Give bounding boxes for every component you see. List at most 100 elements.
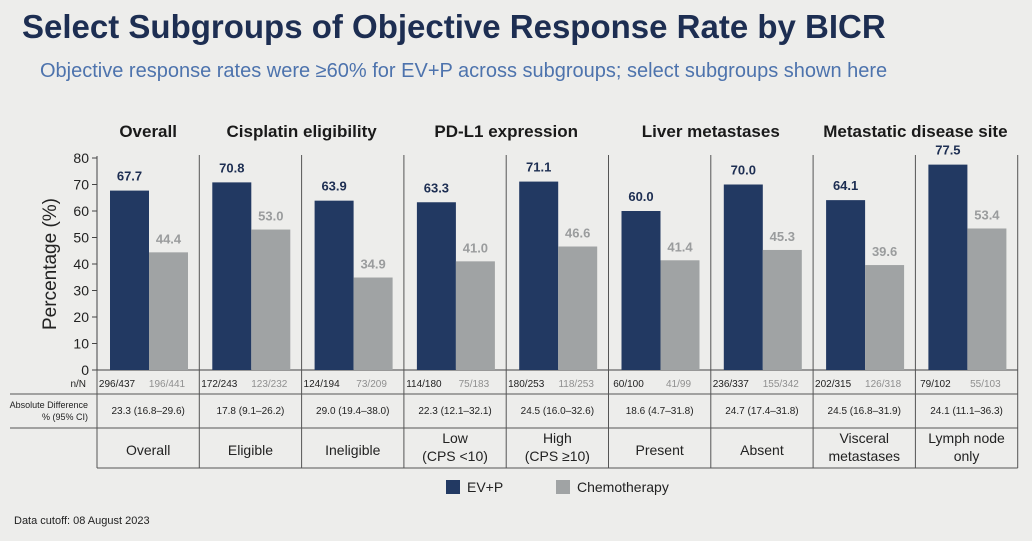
row-label-diff-line1: Absolute Difference [10,400,88,410]
category-label-0: Overall [126,442,170,458]
diff-value-8: 24.1 (11.1–36.3) [930,406,1003,417]
slide-title: Select Subgroups of Objective Response R… [22,8,886,45]
bar-label-evp-0: 67.7 [117,169,142,184]
nN-chemo-3: 75/183 [459,379,490,390]
y-tick-label-0: 0 [81,362,89,378]
group-title-4: Metastatic disease site [823,122,1007,141]
nN-evp-1: 172/243 [201,379,238,390]
y-tick-label-3: 30 [73,283,89,299]
bar-label-chemo-0: 44.4 [156,231,182,246]
bar-label-chemo-3: 41.0 [463,240,488,255]
bar-label-chemo-5: 41.4 [667,239,693,254]
bar-label-evp-4: 71.1 [526,160,551,175]
bar-evp-1 [212,182,252,370]
bar-label-evp-5: 60.0 [628,189,653,204]
y-tick-label-5: 50 [73,230,89,246]
row-label-nN: n/N [70,379,86,390]
bar-label-chemo-7: 39.6 [872,244,897,259]
nN-chemo-0: 196/441 [149,379,186,390]
nN-evp-2: 124/194 [304,379,341,390]
bar-evp-8 [928,164,968,370]
group-title-0: Overall [119,122,177,141]
y-tick-label-7: 70 [73,177,89,193]
category-label-6: Absent [740,442,784,458]
nN-chemo-2: 73/209 [356,379,387,390]
nN-chemo-4: 118/253 [558,379,594,390]
category-label-4-line2: (CPS ≥10) [525,448,590,464]
category-label-4-line1: High [543,430,572,446]
bar-chemo-2 [353,277,393,370]
nN-evp-5: 60/100 [613,379,644,390]
y-tick-label-6: 60 [73,203,89,219]
bar-chemo-7 [865,265,905,370]
bar-label-chemo-2: 34.9 [360,257,385,272]
nN-chemo-6: 155/342 [763,379,800,390]
category-label-8-line2: only [954,448,980,464]
legend-label-evp: EV+P [467,479,503,495]
data-cutoff-footnote: Data cutoff: 08 August 2023 [14,515,150,527]
bar-chemo-1 [251,229,291,370]
bar-chemo-6 [762,249,802,370]
nN-evp-0: 296/437 [99,379,136,390]
diff-value-1: 17.8 (9.1–26.2) [217,406,285,417]
row-label-diff-line2: % (95% CI) [42,412,88,422]
group-title-3: Liver metastases [642,122,780,141]
bar-chemo-5 [660,260,700,370]
nN-evp-8: 79/102 [920,379,951,390]
nN-chemo-5: 41/99 [666,379,691,390]
nN-chemo-1: 123/232 [251,379,288,390]
diff-value-5: 18.6 (4.7–31.8) [626,406,694,417]
y-axis-title: Percentage (%) [40,198,61,330]
nN-evp-3: 114/180 [406,379,442,390]
bar-chemo-0 [149,252,188,370]
category-label-7-line2: metastases [828,448,900,464]
bar-label-chemo-1: 53.0 [258,209,283,224]
bar-label-evp-7: 64.1 [833,178,858,193]
category-label-7-line1: Visceral [839,430,889,446]
bar-label-evp-8: 77.5 [935,143,960,158]
bar-evp-6 [723,184,763,370]
diff-value-4: 24.5 (16.0–32.6) [521,406,594,417]
nN-chemo-7: 126/318 [865,379,902,390]
diff-value-3: 22.3 (12.1–32.1) [418,406,491,417]
category-label-8-line1: Lymph node [928,430,1005,446]
y-tick-label-1: 10 [73,336,89,352]
legend-label-chemo: Chemotherapy [577,479,669,495]
diff-value-2: 29.0 (19.4–38.0) [316,406,389,417]
category-label-3-line2: (CPS <10) [422,448,488,464]
nN-evp-6: 236/337 [713,379,750,390]
bar-evp-4 [519,181,559,370]
bar-label-chemo-6: 45.3 [770,229,795,244]
bar-label-evp-6: 70.0 [731,163,756,178]
nN-evp-7: 202/315 [815,379,852,390]
slide-subtitle: Objective response rates were ≥60% for E… [40,60,888,82]
diff-value-6: 24.7 (17.4–31.8) [725,406,798,417]
group-title-1: Cisplatin eligibility [227,122,378,141]
bar-label-evp-1: 70.8 [219,160,244,175]
bar-label-chemo-4: 46.6 [565,226,590,241]
diff-value-7: 24.5 (16.8–31.9) [828,406,901,417]
bar-chemo-3 [455,261,495,370]
bar-label-evp-3: 63.3 [424,180,449,195]
bar-evp-5 [621,211,661,370]
category-label-5: Present [636,442,684,458]
bar-chemo-8 [967,228,1007,370]
y-tick-label-4: 40 [73,256,89,272]
y-tick-label-2: 20 [73,309,89,325]
bar-evp-3 [416,202,456,370]
diff-value-0: 23.3 (16.8–29.6) [111,406,184,417]
bar-label-evp-2: 63.9 [321,179,346,194]
bar-evp-7 [826,200,866,370]
category-label-3-line1: Low [442,430,469,446]
nN-chemo-8: 55/103 [970,379,1001,390]
bar-label-chemo-8: 53.4 [974,207,1000,222]
group-title-2: PD-L1 expression [434,122,578,141]
legend-swatch-evp [446,480,460,494]
y-tick-label-8: 80 [73,150,89,166]
legend-swatch-chemo [556,480,570,494]
category-label-2: Ineligible [325,442,380,458]
bar-chemo-4 [558,246,598,370]
category-label-1: Eligible [228,442,273,458]
bar-evp-2 [314,200,354,370]
